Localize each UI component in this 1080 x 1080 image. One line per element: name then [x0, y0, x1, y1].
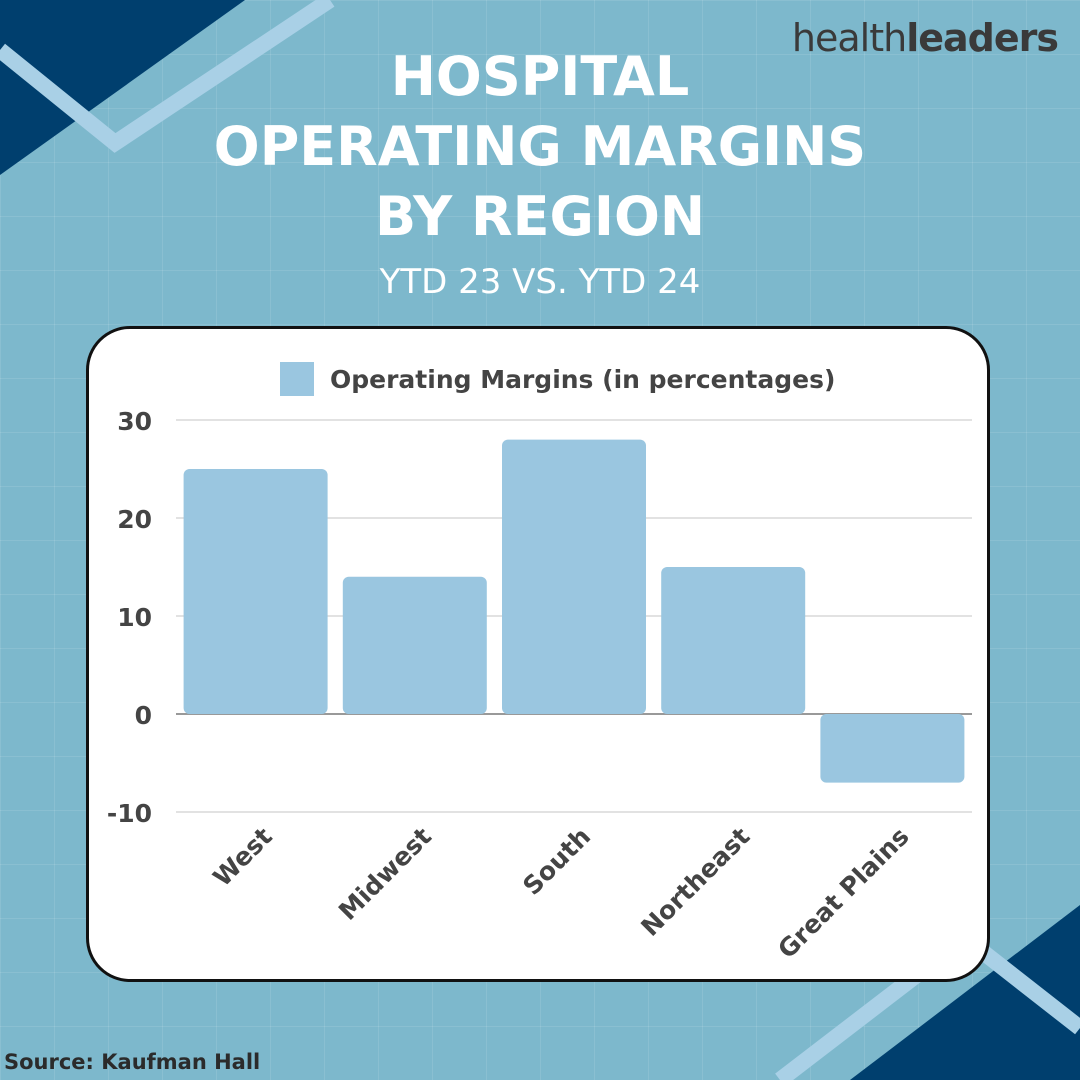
x-tick-label: Northeast	[635, 822, 755, 942]
title-line: BY REGION	[374, 185, 706, 248]
brand-logo: healthleaders	[791, 16, 1059, 60]
brand-logo-light: health	[791, 16, 907, 60]
title-line: HOSPITAL	[390, 45, 690, 108]
bar	[661, 567, 806, 714]
bottom-right-navy-triangle	[850, 905, 1080, 1080]
bar	[183, 469, 328, 714]
brand-logo-bold: leaders	[906, 16, 1059, 60]
x-tick-label: Midwest	[333, 822, 437, 926]
y-tick-label: 20	[117, 505, 152, 534]
source-note: Source: Kaufman Hall	[4, 1050, 261, 1074]
x-tick-label: South	[517, 822, 596, 901]
y-tick-label: 30	[117, 407, 152, 436]
bar	[342, 576, 487, 714]
bar	[502, 439, 646, 714]
page-subtitle: YTD 23 VS. YTD 24	[379, 262, 701, 302]
title-line: OPERATING MARGINS	[213, 115, 867, 178]
x-tick-label: West	[207, 822, 277, 892]
legend-swatch	[280, 362, 314, 396]
x-tick-label: Great Plains	[772, 822, 914, 964]
top-left-chevron-stripe	[0, 0, 335, 153]
bar	[820, 714, 965, 783]
y-tick-label: -10	[107, 799, 152, 828]
page-title: HOSPITAL OPERATING MARGINS BY REGION	[0, 42, 1080, 252]
legend-label: Operating Margins (in percentages)	[330, 364, 836, 394]
top-left-navy-triangle	[0, 0, 245, 175]
y-tick-label: 0	[135, 701, 152, 730]
chart-legend: Operating Margins (in percentages)	[280, 362, 835, 396]
y-tick-label: 10	[117, 603, 152, 632]
